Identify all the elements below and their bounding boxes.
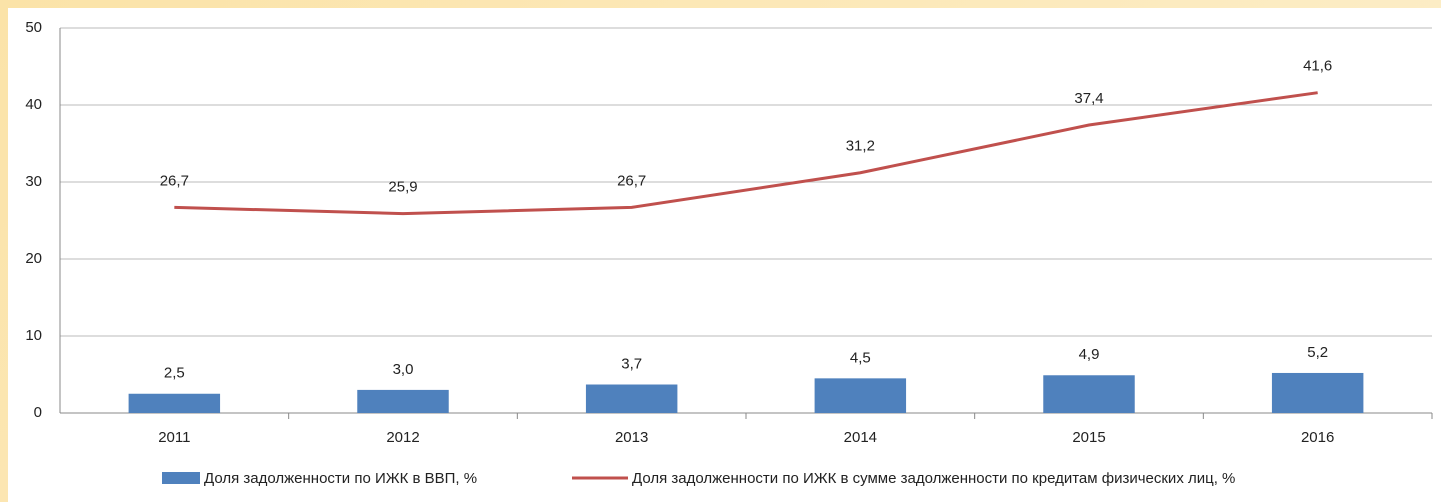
line — [174, 91, 1318, 216]
y-tick-label: 50 — [25, 19, 42, 36]
x-tick-label: 2013 — [615, 429, 648, 446]
bar — [814, 378, 907, 413]
data-label: 3,7 — [621, 355, 642, 372]
data-label: 25,9 — [388, 179, 417, 196]
y-tick-label: 0 — [34, 404, 42, 421]
data-label: 37,4 — [1074, 90, 1103, 107]
legend-label: Доля задолженности по ИЖК в ВВП, % — [204, 470, 477, 487]
data-label: 26,7 — [617, 172, 646, 189]
x-tick-label: 2011 — [158, 429, 190, 446]
x-tick-label: 2015 — [1072, 429, 1105, 446]
data-label: 41,6 — [1303, 58, 1332, 75]
y-tick-label: 40 — [25, 96, 42, 113]
x-tick-label: 2014 — [844, 429, 877, 446]
y-tick-label: 30 — [25, 173, 42, 190]
data-label: 5,2 — [1307, 344, 1328, 361]
chart-panel — [8, 8, 1441, 502]
data-label: 26,7 — [160, 172, 189, 189]
data-label: 4,5 — [850, 349, 871, 366]
y-tick-label: 10 — [25, 327, 42, 344]
data-label: 31,2 — [846, 138, 875, 155]
bar — [357, 389, 449, 413]
bar — [1043, 375, 1135, 413]
bar — [128, 393, 221, 413]
bar — [585, 384, 678, 413]
data-label: 2,5 — [164, 365, 185, 382]
x-tick-label: 2012 — [386, 429, 419, 446]
legend-swatch — [162, 472, 200, 484]
x-tick-label: 2016 — [1301, 429, 1334, 446]
legend-label: Доля задолженности по ИЖК в сумме задолж… — [632, 470, 1235, 487]
y-tick-label: 20 — [25, 250, 42, 267]
data-label: 4,9 — [1079, 346, 1100, 363]
bar — [1271, 372, 1364, 413]
data-label: 3,0 — [393, 361, 414, 378]
